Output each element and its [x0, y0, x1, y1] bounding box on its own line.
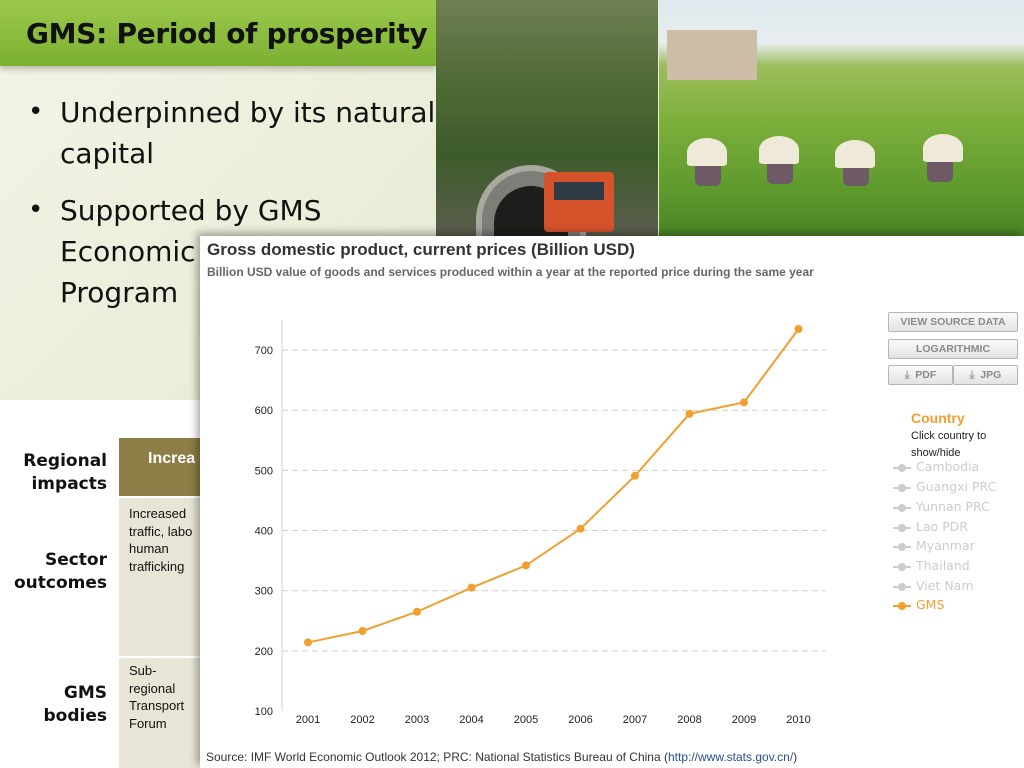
row-label-line: impacts [31, 474, 107, 494]
slide-title: GMS: Period of prosperity [26, 17, 428, 50]
slide-title-bar [0, 0, 436, 66]
table-cell-text: Sub- regional Transport Forum [129, 662, 207, 732]
y-tick-label: 500 [255, 465, 273, 477]
x-tick-label: 2007 [623, 714, 647, 726]
view-source-data-button[interactable]: VIEW SOURCE DATA [888, 312, 1018, 332]
data-point [413, 607, 421, 616]
bullet-list: Underpinned by its natural capital Suppo… [26, 92, 436, 329]
data-point [631, 471, 639, 480]
jpg-label: JPG [980, 369, 1002, 381]
row-label-line: outcomes [13, 573, 107, 593]
chart-source: Source: IMF World Economic Outlook 2012;… [206, 750, 797, 764]
bullet-line: capital [60, 137, 155, 170]
legend-swatch [893, 601, 911, 611]
y-tick-label: 700 [255, 345, 273, 357]
legend-item-label: Thailand [916, 558, 970, 573]
cell-line: regional [129, 680, 176, 696]
line-chart: 100 200 300 400 500 600 700 2001 2002 2003 2004 200… [255, 320, 826, 726]
legend-swatch [893, 562, 911, 572]
bullet-item: Supported by GMS Economic Program [26, 190, 436, 313]
legend-swatch [893, 463, 911, 473]
source-text: Source: IMF World Economic Outlook 2012;… [206, 750, 668, 764]
source-text-close: ) [793, 750, 798, 764]
download-icon: ⤓ [969, 369, 975, 381]
bullet-line: Program [60, 276, 179, 309]
source-link[interactable]: http://www.stats.gov.cn/ [667, 750, 794, 764]
chart-panel: Gross domestic product, current prices (… [200, 236, 1024, 768]
download-icon: ⤓ [904, 369, 910, 381]
row-label-line: Sector [44, 550, 107, 570]
x-tick-label: 2006 [568, 714, 592, 726]
table-cell-text: Increased traffic, labo human traffickin… [129, 505, 207, 575]
legend-swatch [893, 503, 911, 513]
legend-item-label: Cambodia [916, 459, 980, 474]
legend-swatch [893, 542, 911, 552]
data-point [740, 398, 748, 407]
row-label-line: GMS [63, 683, 107, 703]
pdf-label: PDF [915, 369, 937, 381]
table-header-cell [119, 438, 209, 496]
data-point [467, 583, 476, 592]
table-header-text: Increa [148, 450, 196, 467]
row-label-regional-impacts: Regional impacts [23, 450, 107, 496]
cell-line: Forum [129, 715, 167, 731]
chart-subtitle: Billion USD value of goods and services … [207, 265, 814, 279]
legend-item-label: GMS [916, 597, 945, 612]
x-tick-label: 2003 [405, 714, 429, 726]
x-tick-label: 2008 [677, 714, 701, 726]
cell-line: Sub- [129, 663, 157, 678]
legend-item-label: Viet Nam [916, 578, 974, 593]
y-tick-label: 600 [255, 405, 273, 417]
bullet-item: Underpinned by its natural capital [26, 92, 436, 174]
x-tick-label: 2009 [732, 714, 756, 726]
pdf-download-button[interactable]: ⤓ PDF [888, 365, 953, 385]
legend-swatch [893, 483, 911, 493]
rice-field-photo [659, 0, 1024, 236]
row-label-line: Regional [23, 451, 107, 471]
table-cell [119, 656, 209, 768]
cell-line: Transport [129, 698, 185, 713]
legend-swatch [893, 582, 911, 592]
data-point [358, 626, 367, 635]
data-point [522, 561, 530, 570]
legend-item-label: Myanmar [916, 538, 975, 553]
logarithmic-button[interactable]: LOGARITHMIC [888, 339, 1018, 359]
legend-item-label: Guangxi PRC [916, 479, 997, 494]
row-label-sector-outcomes: Sector outcomes [14, 549, 107, 595]
legend-swatch [893, 523, 911, 533]
row-label-line: bodies [43, 706, 108, 726]
data-point [576, 524, 585, 533]
legend-title: Country [911, 410, 965, 426]
row-label-gms-bodies: GMS bodies [44, 682, 108, 728]
bullet-line: Supported by GMS [60, 194, 322, 227]
table-cell [119, 496, 209, 656]
data-point [794, 325, 803, 334]
legend-help-text: Click country to show/hide [911, 430, 987, 459]
x-tick-label: 2002 [350, 714, 374, 726]
tunnel-photo [436, 0, 658, 236]
y-tick-label: 400 [255, 526, 273, 538]
legend-item-label: Yunnan PRC [916, 499, 990, 514]
y-tick-label: 300 [255, 586, 273, 598]
y-tick-label: 100 [255, 706, 273, 718]
x-tick-label: 2010 [786, 714, 810, 726]
bullet-line: Economic [60, 235, 196, 268]
x-tick-label: 2004 [459, 714, 483, 726]
chart-title: Gross domestic product, current prices (… [207, 240, 635, 259]
y-tick-label: 200 [255, 646, 273, 658]
data-point [304, 638, 312, 647]
cell-line: trafficking [129, 558, 185, 574]
bullet-line: Underpinned by its natural [60, 96, 436, 129]
x-tick-label: 2001 [296, 714, 320, 726]
cell-line: Increased [129, 506, 187, 521]
series-line-gms [307, 328, 800, 644]
x-tick-label: 2005 [514, 714, 538, 726]
legend-item-label: Lao PDR [916, 519, 969, 534]
data-point [685, 409, 694, 418]
cell-line: human [129, 541, 169, 556]
cell-line: traffic, labo [129, 523, 193, 539]
jpg-download-button[interactable]: ⤓ JPG [953, 365, 1018, 385]
